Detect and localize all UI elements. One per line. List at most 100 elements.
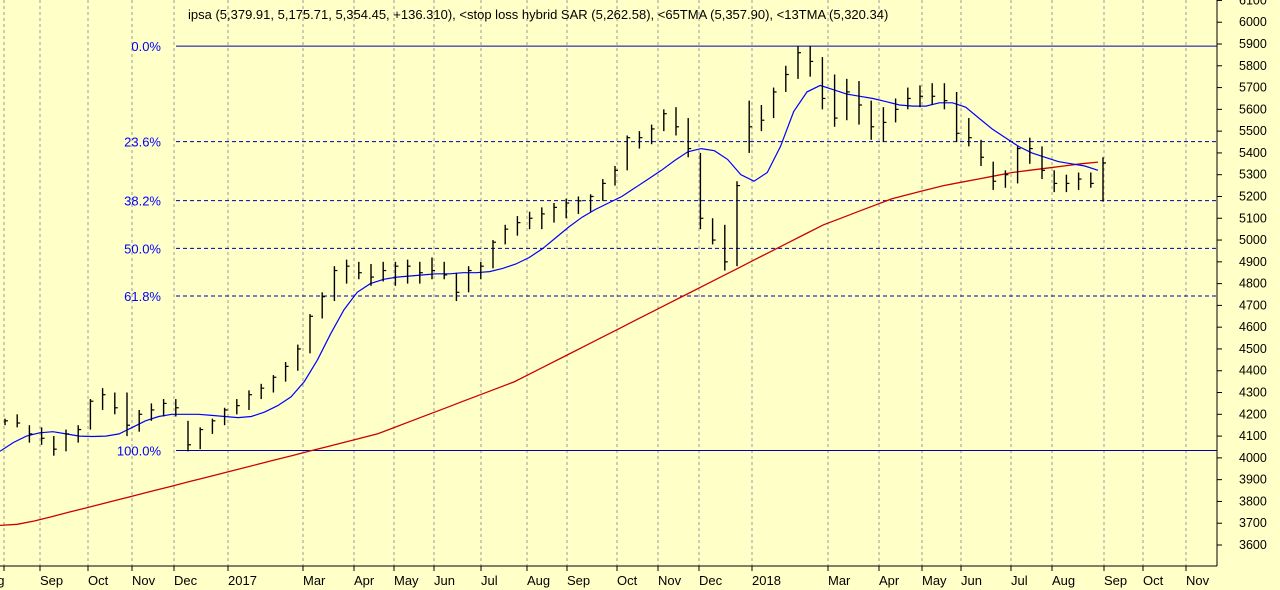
ohlc-bar <box>138 409 143 432</box>
ohlc-bar <box>431 257 435 280</box>
ohlc-bar <box>846 78 850 121</box>
x-tick-label: 2018 <box>752 573 781 588</box>
ohlc-bar <box>1016 146 1021 184</box>
y-tick-label: 4200 <box>1239 407 1267 421</box>
x-tick-label: Jun <box>434 573 455 588</box>
ohlc-bar <box>53 436 57 456</box>
ohlc-bar <box>1090 172 1094 188</box>
ohlc-bar <box>504 224 509 245</box>
ohlc-bar <box>687 118 692 158</box>
ohlc-bar <box>321 292 326 319</box>
y-tick-label: 4100 <box>1239 429 1267 443</box>
ohlc-bar <box>248 390 252 410</box>
ohlc-bar <box>1004 170 1009 188</box>
ohlc-bar <box>919 85 923 108</box>
x-tick-label: Nov <box>658 573 682 588</box>
x-tick-label: Jul <box>1011 573 1028 588</box>
ohlc-bar <box>541 207 545 230</box>
x-tick-label: Aug <box>527 573 550 588</box>
ohlc-bar <box>272 375 277 393</box>
ohlc-bar <box>236 399 240 415</box>
ohlc-bar <box>589 194 594 212</box>
ohlc-bar <box>101 388 106 410</box>
ohlc-bar <box>455 272 460 302</box>
ohlc-bar <box>980 139 984 166</box>
ohlc-bar <box>150 403 155 421</box>
ohlc-bar <box>309 314 313 354</box>
ohlc-bar <box>772 87 777 119</box>
ohlc-bar <box>480 261 484 280</box>
tma13-line <box>0 84 1099 452</box>
ohlc-bar <box>358 261 362 280</box>
ohlc-bar <box>162 399 167 417</box>
x-tick-label: Sep <box>1104 573 1127 588</box>
x-tick-label: Mar <box>828 573 851 588</box>
ohlc-bar <box>406 259 411 284</box>
ohlc-bar <box>809 46 814 77</box>
fib-label: 100.0% <box>117 443 162 458</box>
fib-label: 0.0% <box>131 39 161 54</box>
chart-title: ipsa (5,379.91, 5,175.71, 5,354.45, +136… <box>188 7 888 22</box>
ohlc-bar <box>223 407 228 426</box>
ohlc-bar <box>394 261 399 286</box>
x-axis: ug Sep Oct Nov Dec 2017 Mar Apr May Jun Jul Aug Sep O… <box>0 565 1217 588</box>
ohlc-bar <box>1029 137 1033 164</box>
x-tick-label: Nov <box>132 573 156 588</box>
x-tick-label: Apr <box>879 573 900 588</box>
tma65-line <box>0 161 1099 527</box>
ohlc-bar <box>785 65 789 92</box>
ohlc-bar <box>1041 146 1045 180</box>
fib-label: 38.2% <box>124 194 161 209</box>
ohlc-bar <box>528 211 533 230</box>
ohlc-bar <box>736 181 740 267</box>
fib-label: 23.6% <box>124 135 161 150</box>
ohlc-bar <box>748 100 753 153</box>
ohlc-bar <box>992 161 997 190</box>
x-tick-label: Oct <box>1143 573 1164 588</box>
ohlc-bar <box>77 425 82 443</box>
y-tick-label: 5200 <box>1239 189 1267 203</box>
ohlc-bar <box>175 399 179 417</box>
ohlc-bar <box>711 218 716 245</box>
x-tick-label: Aug <box>1052 573 1075 588</box>
ohlc-bar <box>16 414 21 428</box>
ohlc-bar <box>650 124 655 145</box>
ohlc-bar <box>1077 172 1082 190</box>
y-tick-label: 5700 <box>1239 81 1267 95</box>
y-tick-label: 4500 <box>1239 342 1267 356</box>
ohlc-bar <box>663 109 667 132</box>
ohlc-bar <box>114 392 118 415</box>
x-tick-label: May <box>394 573 419 588</box>
ohlc-bar <box>297 344 301 371</box>
x-tick-label: Oct <box>88 573 109 588</box>
ohlc-bar <box>40 427 45 445</box>
x-tick-label: Sep <box>40 573 63 588</box>
y-tick-label: 3800 <box>1239 494 1267 508</box>
ohlc-bar <box>370 264 374 286</box>
y-tick-label: 5300 <box>1239 168 1267 182</box>
ohlc-bar <box>699 152 704 230</box>
ohlc-bar <box>199 427 204 450</box>
x-tick-label: Jun <box>961 573 982 588</box>
ohlc-bar <box>419 261 423 284</box>
ohlc-bar <box>577 196 582 214</box>
ohlc-bar <box>467 266 472 293</box>
ohlc-bar <box>1053 170 1058 193</box>
y-tick-label: 4800 <box>1239 277 1267 291</box>
ohlc-bar <box>187 420 191 452</box>
ohlc-bar <box>553 203 557 223</box>
ohlc-bar <box>943 83 948 110</box>
y-tick-label: 4600 <box>1239 320 1267 334</box>
ohlc-bar <box>492 240 496 269</box>
ohlc-bar <box>284 362 289 382</box>
x-tick-label: Jul <box>481 573 498 588</box>
ohlc-bar <box>858 81 862 125</box>
ohlc-bar <box>626 135 631 171</box>
y-tick-label: 3600 <box>1239 538 1267 552</box>
ohlc-bar <box>443 261 448 280</box>
ohlc-bar <box>614 165 618 186</box>
x-tick-label: May <box>922 573 947 588</box>
y-axis: 3600 3700 3800 3900 4000 4100 4200 4300 4400 4500… <box>1216 0 1267 566</box>
price-bars <box>4 46 1106 456</box>
